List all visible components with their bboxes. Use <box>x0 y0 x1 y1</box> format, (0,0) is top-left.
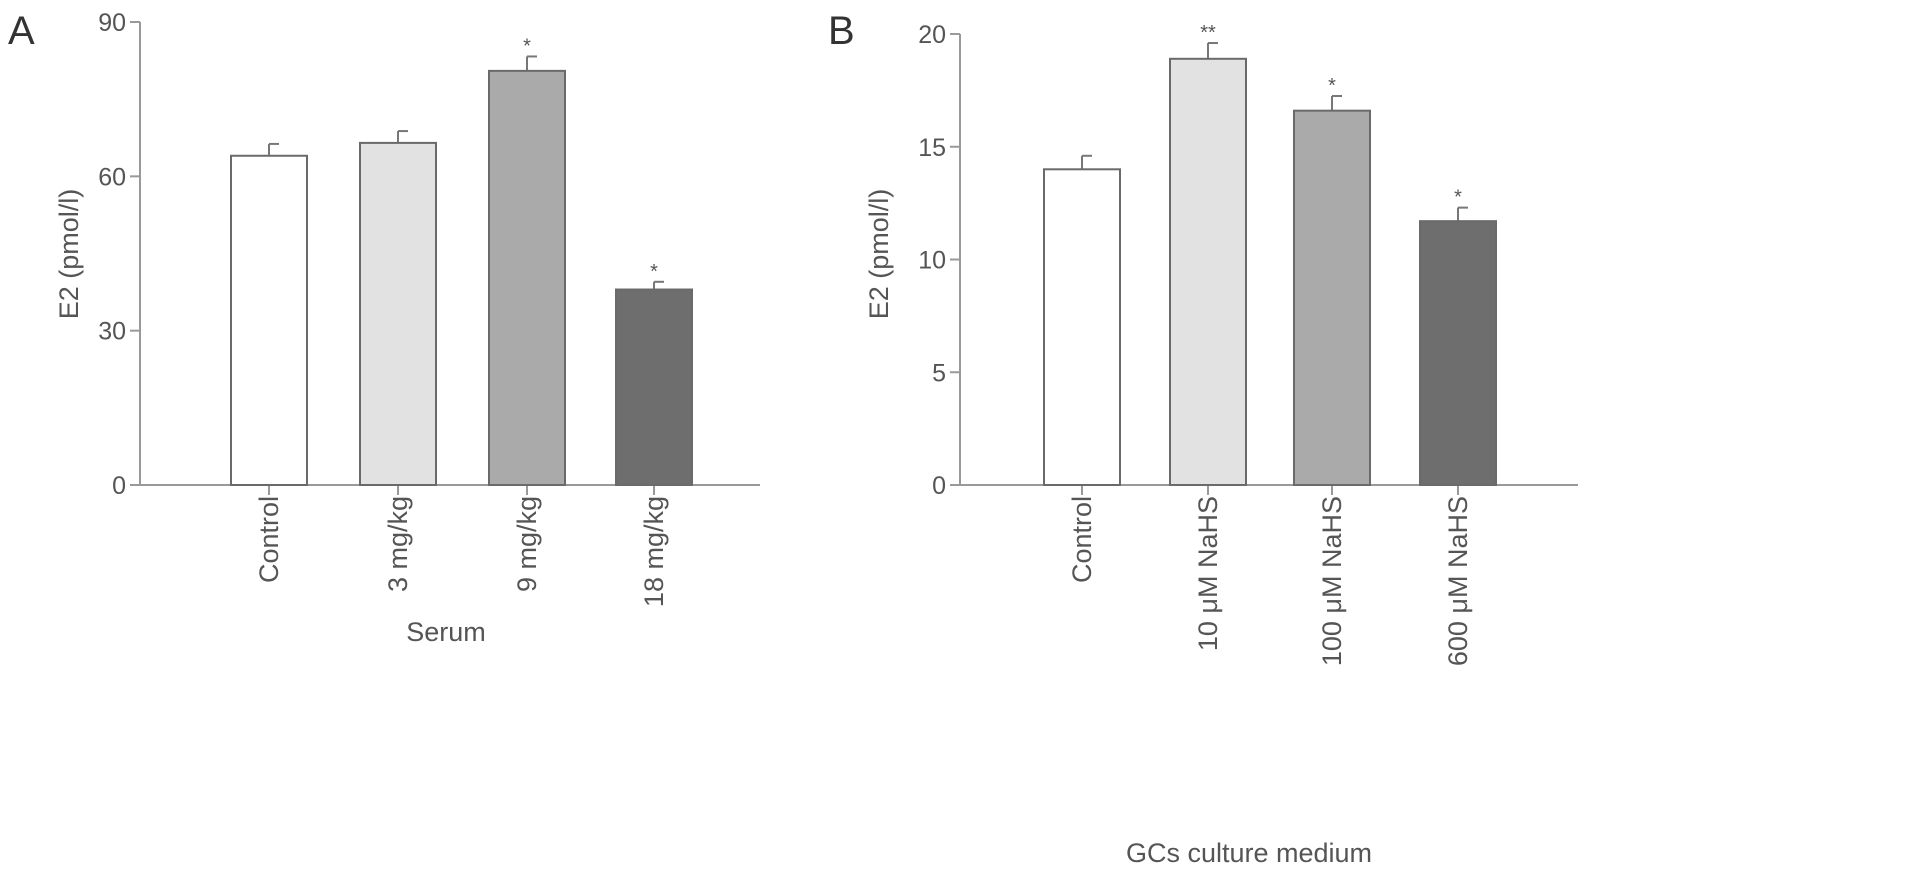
panel-b-label: B <box>828 9 855 53</box>
panel-b-category-label: 100 μM NaHS <box>1317 496 1347 666</box>
panel-a-x-axis-title: Serum <box>406 617 486 647</box>
panel-b-bar <box>1293 109 1371 486</box>
panel-b-category-label: 10 μM NaHS <box>1193 496 1223 651</box>
panel-a-bar <box>359 141 437 486</box>
panel-b-bar <box>1169 57 1247 487</box>
panel-b-bar <box>1043 168 1121 487</box>
panel-b-x-axis-title: GCs culture medium <box>1126 838 1372 868</box>
panel-b-y-axis-title: E2 (pmol/l) <box>864 189 894 320</box>
panel-a-y-tick-label: 30 <box>98 318 126 346</box>
panel-a-y-axis-title: E2 (pmol/l) <box>54 189 84 320</box>
panel-a-significance-marker: * <box>523 35 531 57</box>
panel-a-y-tick-label: 90 <box>98 9 126 37</box>
panel-a-category-label: Control <box>254 496 284 583</box>
panel-a-significance-marker: * <box>650 261 658 283</box>
panel-b-y-tick-label: 10 <box>918 247 946 275</box>
panel-a-category-label: 18 mg/kg <box>639 496 669 607</box>
panel-b-significance-marker: * <box>1454 187 1462 209</box>
panel-b-category-label: Control <box>1067 496 1097 583</box>
panel-b-significance-marker: ** <box>1200 22 1216 44</box>
panel-b-bar <box>1419 220 1497 486</box>
panel-b-significance-marker: * <box>1328 75 1336 97</box>
panel-a-label: A <box>8 9 35 53</box>
panel-b-y-tick-label: 20 <box>918 21 946 49</box>
panel-b-y-tick-label: 15 <box>918 134 946 162</box>
panel-b-y-tick-label: 0 <box>932 472 946 500</box>
panel-a-bar <box>615 288 693 486</box>
panel-a-chart: A 0 30 60 90 E2 (pmol/l) Control 3 mg/kg * 9 mg/k… <box>8 9 760 647</box>
panel-a-bar <box>230 154 308 486</box>
panel-a-bar <box>488 69 566 486</box>
panel-b-category-label: 600 μM NaHS <box>1443 496 1473 666</box>
panel-a-category-label: 3 mg/kg <box>383 496 413 592</box>
panel-a-y-tick-label: 60 <box>98 163 126 191</box>
panel-a-y-tick-label: 0 <box>112 472 126 500</box>
panel-b-y-tick-label: 5 <box>932 359 946 387</box>
panel-a-category-label: 9 mg/kg <box>512 496 542 592</box>
